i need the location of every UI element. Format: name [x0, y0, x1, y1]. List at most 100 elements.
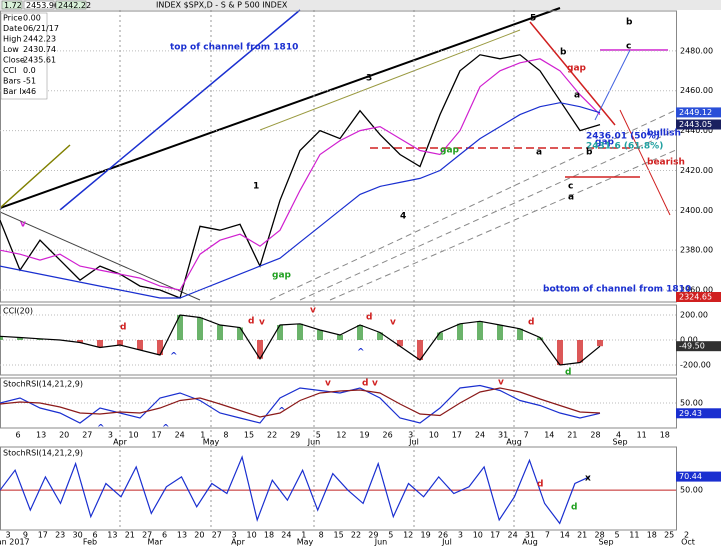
x-tick-label: 11	[629, 531, 639, 540]
histogram-bar	[237, 327, 243, 340]
x-tick-label: 1	[200, 431, 205, 440]
series-line	[0, 455, 591, 525]
x-tick-label: 6	[92, 531, 97, 540]
annotation: 5	[530, 14, 536, 24]
info-label: Price	[3, 14, 23, 23]
value-tag-label: 2324.65	[679, 293, 712, 302]
header-value: 2453.96	[26, 1, 59, 10]
annotation: bottom of channel from 1810	[543, 285, 691, 295]
x-tick-label: 26	[438, 531, 448, 540]
x-tick-label: 11	[637, 431, 647, 440]
info-value: 0.0	[23, 66, 36, 75]
histogram-bar	[17, 337, 23, 340]
annotation: 4	[400, 212, 406, 222]
annotation: b	[560, 48, 567, 58]
info-value: 2430.74	[23, 45, 56, 54]
x-tick-label: 19	[421, 531, 431, 540]
histogram-bar	[577, 340, 583, 363]
x-tick-label: 24	[175, 431, 185, 440]
y-tick-label: 2480.00	[680, 46, 713, 55]
trendline	[0, 144, 71, 209]
value-tag-label: -49.50	[679, 342, 705, 351]
x-tick-label: 5	[388, 531, 393, 540]
value-tag-label: 29.43	[679, 409, 702, 418]
projection	[594, 49, 631, 121]
x-month-label: Mar	[147, 538, 163, 547]
y-tick-label: 2360.00	[680, 286, 713, 295]
panel-frame	[0, 446, 677, 531]
x-tick-label: 15	[334, 531, 344, 540]
x-month-label: Jun	[307, 438, 321, 447]
trendline	[0, 7, 561, 209]
x-tick-label: 27	[212, 531, 222, 540]
value-tag-label: 70.44	[679, 472, 702, 481]
x-tick-label: 14	[560, 531, 570, 540]
x-tick-label: 4	[616, 431, 621, 440]
channel-line	[299, 129, 677, 301]
x-month-label: Oct	[681, 538, 695, 547]
annotation: a	[574, 91, 580, 101]
x-tick-label: 23	[55, 531, 65, 540]
channel-line	[329, 149, 677, 301]
x-tick-label: 30	[73, 531, 83, 540]
y-tick-label: 2440.00	[680, 126, 713, 135]
header-bar	[0, 0, 721, 10]
histogram-bar	[77, 340, 83, 343]
x-tick-label: 31	[525, 531, 535, 540]
x-tick-label: 15	[244, 431, 254, 440]
y-tick-label: -200.00	[680, 361, 711, 370]
info-label: High	[3, 35, 21, 44]
annotation: d	[120, 323, 126, 333]
histogram-bar	[317, 330, 323, 340]
annotation: ^	[170, 352, 178, 362]
x-tick-label: 28	[590, 431, 600, 440]
histogram-bar	[357, 325, 363, 340]
panel-title: CCI(20)	[3, 307, 33, 316]
x-month-label: Aug	[522, 538, 538, 547]
info-box	[0, 12, 48, 100]
x-tick-label: 29	[290, 431, 300, 440]
x-tick-label: 17	[490, 531, 500, 540]
series-line	[0, 58, 601, 291]
histogram-bar	[277, 325, 283, 340]
histogram-bar	[457, 323, 463, 340]
x-tick-label: 13	[177, 531, 187, 540]
x-tick-label: 17	[152, 431, 162, 440]
annotation: 2431.6 (61.8%)	[586, 142, 663, 152]
series-line	[0, 102, 601, 299]
x-tick-label: 6	[162, 531, 167, 540]
series-line	[0, 314, 601, 366]
annotation: v	[390, 318, 396, 328]
x-month-label: Jun	[374, 538, 388, 547]
annotation: c	[568, 182, 573, 192]
x-tick-label: 21	[567, 431, 577, 440]
y-tick-label: 2400.00	[680, 206, 713, 215]
info-value: -51	[23, 77, 36, 86]
trendline	[59, 9, 301, 211]
info-value: 2442.23	[23, 35, 56, 44]
y-tick-label: 2380.00	[680, 246, 713, 255]
x-month-label: Apr	[231, 538, 246, 547]
x-tick-label: 10	[128, 431, 138, 440]
histogram-bar	[177, 315, 183, 340]
annotation: d	[528, 318, 534, 328]
x-month-label: Jul	[408, 438, 419, 447]
x-tick-label: 14	[544, 431, 554, 440]
annotation: 3	[366, 74, 372, 84]
x-tick-label: 22	[267, 431, 277, 440]
x-tick-label: 7	[545, 531, 550, 540]
header-value: 2442.22	[58, 1, 91, 10]
histogram-bar	[597, 340, 603, 347]
y-tick-label: 50.00	[680, 486, 703, 495]
x-tick-label: 18	[660, 431, 670, 440]
x-tick-label: 24	[475, 431, 485, 440]
info-label: Low	[3, 45, 19, 54]
header-value: 1.72	[4, 1, 22, 10]
x-tick-label: 17	[452, 431, 462, 440]
x-tick-label: 8	[319, 531, 324, 540]
x-month-label: Sep	[598, 538, 613, 547]
header-field	[23, 0, 55, 10]
x-tick-label: 5	[316, 431, 321, 440]
trendline	[0, 211, 201, 301]
